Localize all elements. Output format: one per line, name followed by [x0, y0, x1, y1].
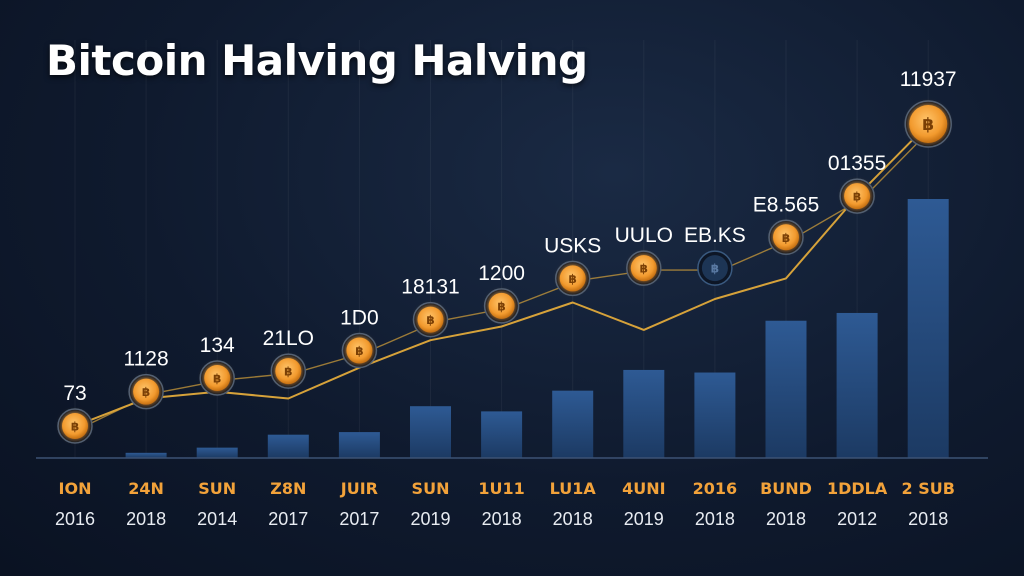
bar [196, 447, 238, 458]
bitcoin-coin-icon: ฿ [341, 332, 378, 369]
category-label: BUND [760, 479, 812, 498]
year-label: 2017 [339, 509, 379, 529]
bitcoin-coin-icon: ฿ [697, 250, 733, 286]
bar [267, 434, 309, 458]
svg-text:฿: ฿ [782, 231, 790, 245]
bar [410, 406, 451, 458]
year-label: 2018 [126, 509, 166, 529]
bitcoin-coin-icon: ฿ [128, 373, 164, 410]
svg-text:฿: ฿ [213, 371, 221, 385]
svg-text:฿: ฿ [853, 190, 861, 204]
bitcoin-coin-icon: ฿ [199, 360, 235, 396]
bar [836, 312, 878, 458]
bar [481, 411, 523, 458]
svg-text:฿: ฿ [569, 272, 577, 286]
svg-text:฿: ฿ [71, 420, 79, 434]
bitcoin-coin-icon: ฿ [768, 219, 804, 255]
category-label: JUIR [340, 479, 378, 498]
svg-text:฿: ฿ [142, 385, 150, 399]
svg-text:฿: ฿ [355, 344, 363, 358]
svg-text:฿: ฿ [426, 313, 434, 327]
point-label: USKS [544, 234, 601, 257]
year-label: 2016 [55, 509, 95, 529]
bar [694, 372, 736, 458]
bar [765, 320, 807, 458]
year-label: 2018 [766, 509, 806, 529]
bar [338, 432, 380, 458]
bitcoin-coin-icon: ฿ [483, 288, 520, 324]
category-label: LU1A [550, 479, 597, 498]
year-label: 2018 [695, 509, 735, 529]
year-label: 2018 [908, 509, 948, 529]
bitcoin-coin-icon: ฿ [554, 260, 591, 297]
bitcoin-coin-icon: ฿ [270, 353, 307, 389]
bar [623, 369, 665, 458]
category-label: Z8N [270, 479, 306, 498]
bitcoin-coin-icon: ฿ [839, 178, 875, 214]
point-label: 01355 [828, 152, 886, 175]
point-label: 21LO [263, 327, 314, 350]
category-label: ION [59, 479, 92, 498]
category-label: SUN [198, 479, 236, 498]
svg-text:฿: ฿ [922, 115, 934, 135]
point-label: UULO [615, 224, 673, 247]
bitcoin-coin-icon: ฿ [904, 100, 952, 148]
bar [907, 199, 949, 458]
point-label: 18131 [401, 276, 459, 299]
point-label: 1200 [478, 262, 525, 285]
year-label: 2018 [553, 509, 593, 529]
svg-text:฿: ฿ [640, 262, 648, 276]
bar [552, 390, 594, 458]
category-label: 1DDLA [827, 479, 888, 498]
category-label: 4UNI [622, 479, 665, 498]
category-label: SUN [412, 479, 450, 498]
bitcoin-coin-icon: ฿ [626, 250, 662, 286]
year-label: 2019 [624, 509, 664, 529]
svg-text:฿: ฿ [497, 299, 505, 313]
point-label: 73 [63, 382, 86, 405]
chart-title: Bitcoin Halving Halving [46, 36, 588, 85]
category-label: 1U11 [478, 479, 524, 498]
point-label: 1D0 [340, 307, 379, 330]
svg-text:฿: ฿ [711, 262, 719, 276]
point-label: EB.KS [684, 224, 746, 247]
year-label: 2012 [837, 509, 877, 529]
category-label: 24N [128, 479, 164, 498]
svg-text:฿: ฿ [284, 365, 292, 379]
category-label: 2016 [693, 479, 738, 498]
year-label: 2019 [410, 509, 450, 529]
year-label: 2017 [268, 509, 308, 529]
category-label: 2 SUB [901, 479, 954, 498]
bitcoin-coin-icon: ฿ [412, 301, 449, 338]
year-label: 2014 [197, 509, 237, 529]
point-label: E8.565 [753, 193, 820, 216]
point-label: 11937 [900, 68, 957, 91]
bar [125, 452, 167, 458]
point-label: 134 [200, 334, 235, 357]
bitcoin-coin-icon: ฿ [57, 408, 93, 444]
year-label: 2018 [482, 509, 522, 529]
point-label: 1128 [124, 348, 169, 371]
